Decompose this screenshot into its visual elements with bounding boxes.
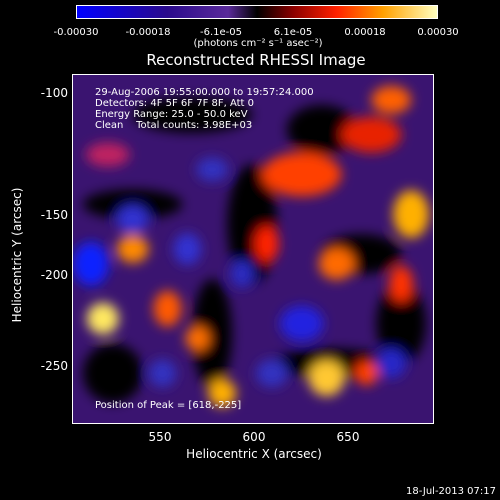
x-axis-label: Heliocentric X (arcsec) [186,447,322,461]
y-tick-label: -100 [40,86,68,100]
x-tick-label: 650 [336,430,360,444]
time-range-text: 29-Aug-2006 19:55:00.000 to 19:57:24.000 [95,87,314,98]
x-tick-label: 600 [242,430,266,444]
colorbar-unit-label: (photons cm⁻² s⁻¹ asec⁻²) [193,38,323,49]
colorbar-tick-label: 6.1e-05 [273,27,313,38]
y-tick-label: -250 [40,359,68,373]
colorbar-tick-label: 0.00018 [344,27,386,38]
colorbar [76,5,438,19]
timestamp: 18-Jul-2013 07:17 [405,486,496,497]
energy-range-text: Energy Range: 25.0 - 50.0 keV [95,109,248,120]
clean-total-counts-text: Clean Total counts: 3.98E+03 [95,120,253,131]
image-title: Reconstructed RHESSI Image [146,51,366,69]
x-tick-label: 550 [148,430,172,444]
colorbar-tick-label: -0.00030 [53,27,99,38]
reconstructed-image-map [73,75,433,423]
y-tick-label: -200 [40,268,68,282]
colorbar-tick-label: -0.00018 [125,27,171,38]
colorbar-tick-label: -6.1e-05 [200,27,242,38]
y-axis-label-wrap: Heliocentric Y (arcsec) [10,170,24,340]
peak-position-text: Position of Peak = [618,-225] [95,400,242,411]
detectors-text: Detectors: 4F 5F 6F 7F 8F, Att 0 [95,98,255,109]
y-axis-label: Heliocentric Y (arcsec) [10,187,24,323]
colorbar-tick-label: 0.00030 [417,27,459,38]
y-tick-label: -150 [40,208,68,222]
rhessi-image-plot: 29-Aug-2006 19:55:00.000 to 19:57:24.000… [72,74,434,424]
